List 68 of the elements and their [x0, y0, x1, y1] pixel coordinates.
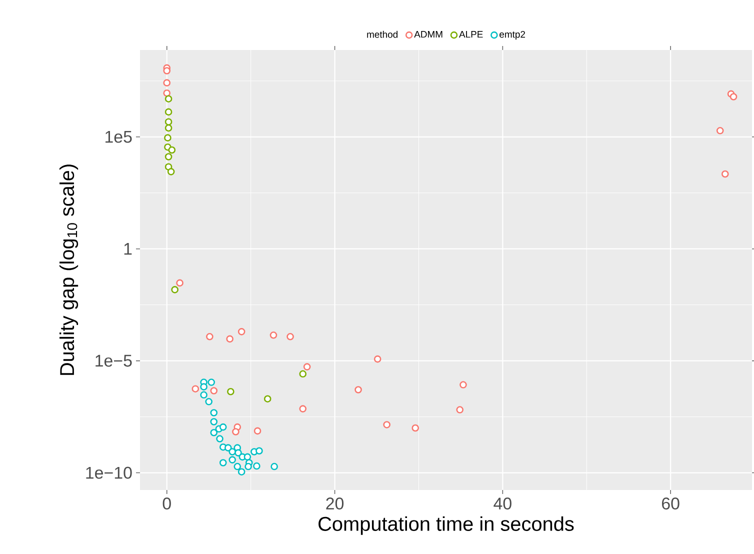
point	[164, 124, 172, 132]
point	[354, 386, 362, 394]
x-tick-label: 20	[326, 498, 344, 510]
point	[270, 332, 278, 339]
point	[716, 127, 724, 134]
y-tick-label: 1e−10	[86, 466, 132, 479]
point	[232, 428, 240, 436]
point	[164, 95, 172, 103]
point	[192, 385, 200, 392]
point	[270, 462, 278, 470]
point	[163, 79, 171, 86]
point	[383, 421, 390, 428]
point	[244, 462, 252, 470]
point	[234, 449, 242, 456]
legend-label: ALPE	[459, 31, 483, 38]
point	[219, 423, 227, 431]
point	[228, 456, 236, 464]
x-tick-label: 60	[662, 498, 680, 510]
point	[164, 134, 172, 142]
point	[206, 333, 214, 340]
point	[299, 405, 307, 412]
y-tick-label: 1e5	[106, 130, 132, 143]
point	[171, 286, 178, 294]
point	[299, 370, 307, 378]
point	[253, 462, 260, 470]
point	[164, 118, 172, 126]
point	[374, 355, 382, 363]
point	[254, 427, 262, 435]
point	[168, 146, 176, 154]
x-axis-title: Computation time in seconds	[318, 516, 574, 535]
point	[208, 378, 216, 386]
point	[164, 153, 172, 160]
point	[238, 328, 246, 336]
x-tick-label: 0	[162, 498, 171, 510]
point	[164, 108, 172, 116]
point	[210, 387, 218, 394]
point	[227, 388, 234, 396]
point	[264, 395, 272, 403]
legend-label: ADMM	[414, 31, 442, 38]
point	[721, 170, 729, 178]
point	[205, 398, 212, 406]
point	[216, 435, 224, 442]
point	[176, 279, 184, 287]
y-axis-title: Duality gap (log$_{10}$ scale)	[60, 164, 78, 375]
point	[286, 333, 294, 340]
point	[256, 447, 263, 455]
point	[234, 462, 242, 470]
point	[228, 448, 236, 456]
point	[210, 418, 218, 426]
y-tick-label: 1e−5	[96, 354, 132, 367]
point	[200, 391, 208, 399]
point	[210, 409, 218, 416]
point	[163, 89, 171, 97]
point	[200, 383, 208, 390]
point	[210, 428, 218, 436]
point	[167, 168, 175, 176]
point	[456, 406, 464, 414]
legend-title: method	[367, 30, 398, 38]
point	[412, 424, 420, 432]
point	[244, 453, 252, 461]
x-tick-label: 40	[494, 498, 512, 510]
point	[219, 459, 227, 466]
point	[303, 363, 311, 370]
point	[224, 444, 232, 452]
legend-label: emtp2	[500, 30, 526, 40]
point	[460, 381, 467, 388]
y-tick-label: 1	[124, 243, 132, 255]
point	[226, 335, 234, 343]
